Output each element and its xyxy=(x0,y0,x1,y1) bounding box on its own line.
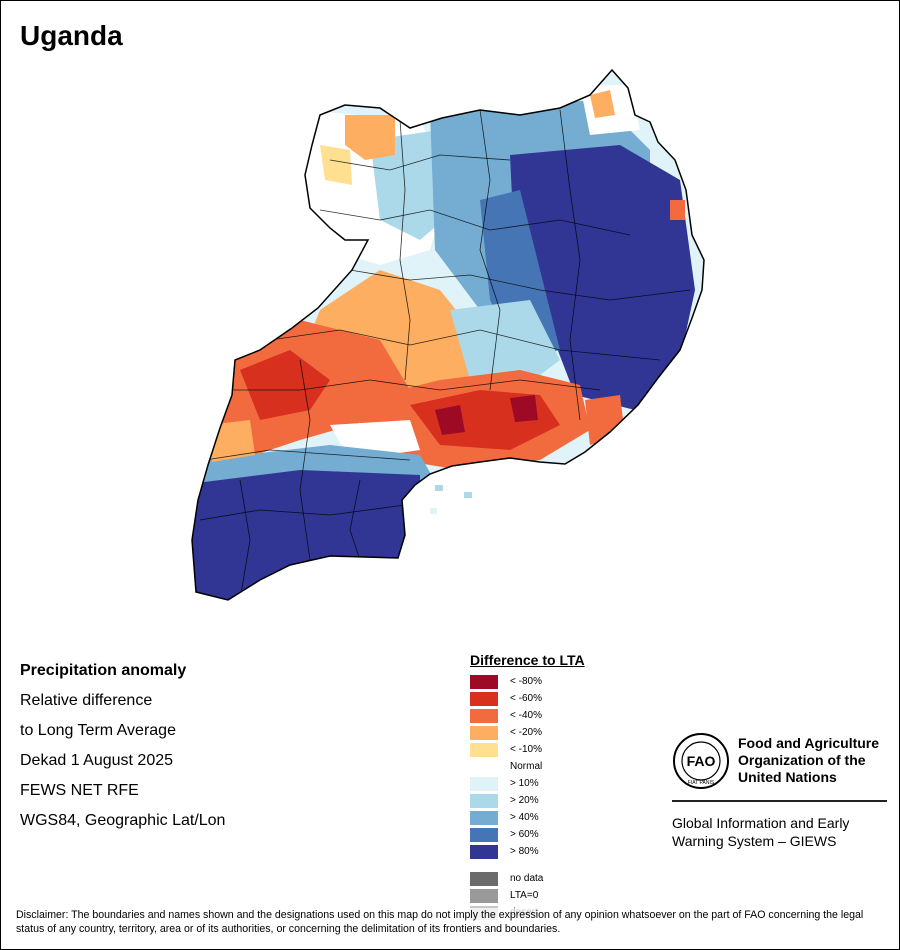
boundary-line xyxy=(299,359,311,561)
legend-item: > 20% xyxy=(470,792,585,809)
legend-swatch xyxy=(470,725,498,740)
legend-swatch xyxy=(470,776,498,791)
boundary-line xyxy=(479,109,501,391)
legend-item: > 80% xyxy=(470,843,585,860)
east-dry-patch xyxy=(585,395,625,445)
legend-label: < -80% xyxy=(510,676,542,687)
uganda-anomaly-map xyxy=(191,68,705,601)
legend-swatch xyxy=(470,827,498,842)
organization-name: Food and Agriculture Organization of the… xyxy=(738,735,880,785)
legend-swatch xyxy=(470,793,498,808)
boundary-line xyxy=(349,479,361,561)
legend-swatch xyxy=(470,742,498,757)
boundary-line xyxy=(230,379,601,391)
central-wet-patch xyxy=(450,300,560,390)
legend-swatch xyxy=(470,871,498,886)
info-line: to Long Term Average xyxy=(20,722,176,739)
disclaimer-text: Disclaimer: The boundaries and names sho… xyxy=(16,908,886,936)
legend-item-special: no data xyxy=(470,870,585,887)
boundary-line xyxy=(199,504,406,521)
legend-swatch xyxy=(470,888,498,903)
svg-text:FAO: FAO xyxy=(687,753,716,769)
boundary-line xyxy=(239,479,251,600)
northwest-mild-dry-patch xyxy=(320,145,352,185)
northwest-dry-patch xyxy=(345,115,395,160)
fao-logo-icon: FAO FIAT PANIS xyxy=(673,733,729,789)
legend-swatch xyxy=(470,674,498,689)
svg-text:FIAT PANIS: FIAT PANIS xyxy=(688,780,715,786)
map-info-panel: Precipitation anomaly Relative differenc… xyxy=(20,656,225,836)
boundary-line xyxy=(329,154,511,171)
west-severe-dry-zone xyxy=(240,350,330,420)
legend-label: < -60% xyxy=(510,693,542,704)
legend-swatch xyxy=(470,844,498,859)
boundary-line xyxy=(559,109,581,421)
uganda-border xyxy=(191,68,705,601)
legend-label: > 20% xyxy=(510,795,539,806)
legend-label: no data xyxy=(510,873,544,884)
legend-swatch xyxy=(470,691,498,706)
legend-item: Normal xyxy=(470,758,585,775)
legend-label: Normal xyxy=(510,761,543,772)
info-line: Dekad 1 August 2025 xyxy=(20,752,174,769)
legend-item: < -10% xyxy=(470,741,585,758)
boundary-line xyxy=(399,119,411,381)
legend-item-special: LTA=0 xyxy=(470,887,585,904)
boundary-line xyxy=(349,269,691,301)
product-heading: Precipitation anomaly xyxy=(20,662,187,679)
legend-item: < -40% xyxy=(470,707,585,724)
legend-label: > 40% xyxy=(510,812,539,823)
info-line: WGS84, Geographic Lat/Lon xyxy=(20,812,226,829)
legend-swatch xyxy=(470,810,498,825)
info-line: FEWS NET RFE xyxy=(20,782,139,799)
legend-item: < -80% xyxy=(470,673,585,690)
boundary-line xyxy=(319,209,631,236)
map-title: Uganda xyxy=(20,20,123,51)
legend-item: > 40% xyxy=(470,809,585,826)
legend-title: Difference to LTA xyxy=(470,652,585,668)
legend-item: > 10% xyxy=(470,775,585,792)
boundary-line xyxy=(269,329,661,361)
kampala-extreme-dry xyxy=(435,405,465,435)
legend-label: < -20% xyxy=(510,727,542,738)
legend-label: > 80% xyxy=(510,846,539,857)
program-name: Global Information and Early Warning Sys… xyxy=(672,815,850,849)
legend-swatch xyxy=(470,760,498,774)
lake-island xyxy=(464,492,472,498)
legend-label: < -40% xyxy=(510,710,542,721)
divider xyxy=(672,800,887,802)
lake-island xyxy=(430,508,437,514)
jinja-extreme-dry xyxy=(510,395,538,422)
map-legend: Difference to LTA < -80% < -60% < -40% <… xyxy=(470,652,585,921)
legend-item: > 60% xyxy=(470,826,585,843)
legend-label: < -10% xyxy=(510,744,542,755)
legend-item: < -20% xyxy=(470,724,585,741)
legend-label: > 60% xyxy=(510,829,539,840)
legend-label: > 10% xyxy=(510,778,539,789)
lake-island xyxy=(435,485,443,491)
karamoja-dry-speck xyxy=(590,90,615,118)
northeast-dry-speck xyxy=(670,200,685,220)
legend-label: LTA=0 xyxy=(510,890,539,901)
info-line: Relative difference xyxy=(20,692,153,709)
legend-item: < -60% xyxy=(470,690,585,707)
legend-swatch xyxy=(470,708,498,723)
